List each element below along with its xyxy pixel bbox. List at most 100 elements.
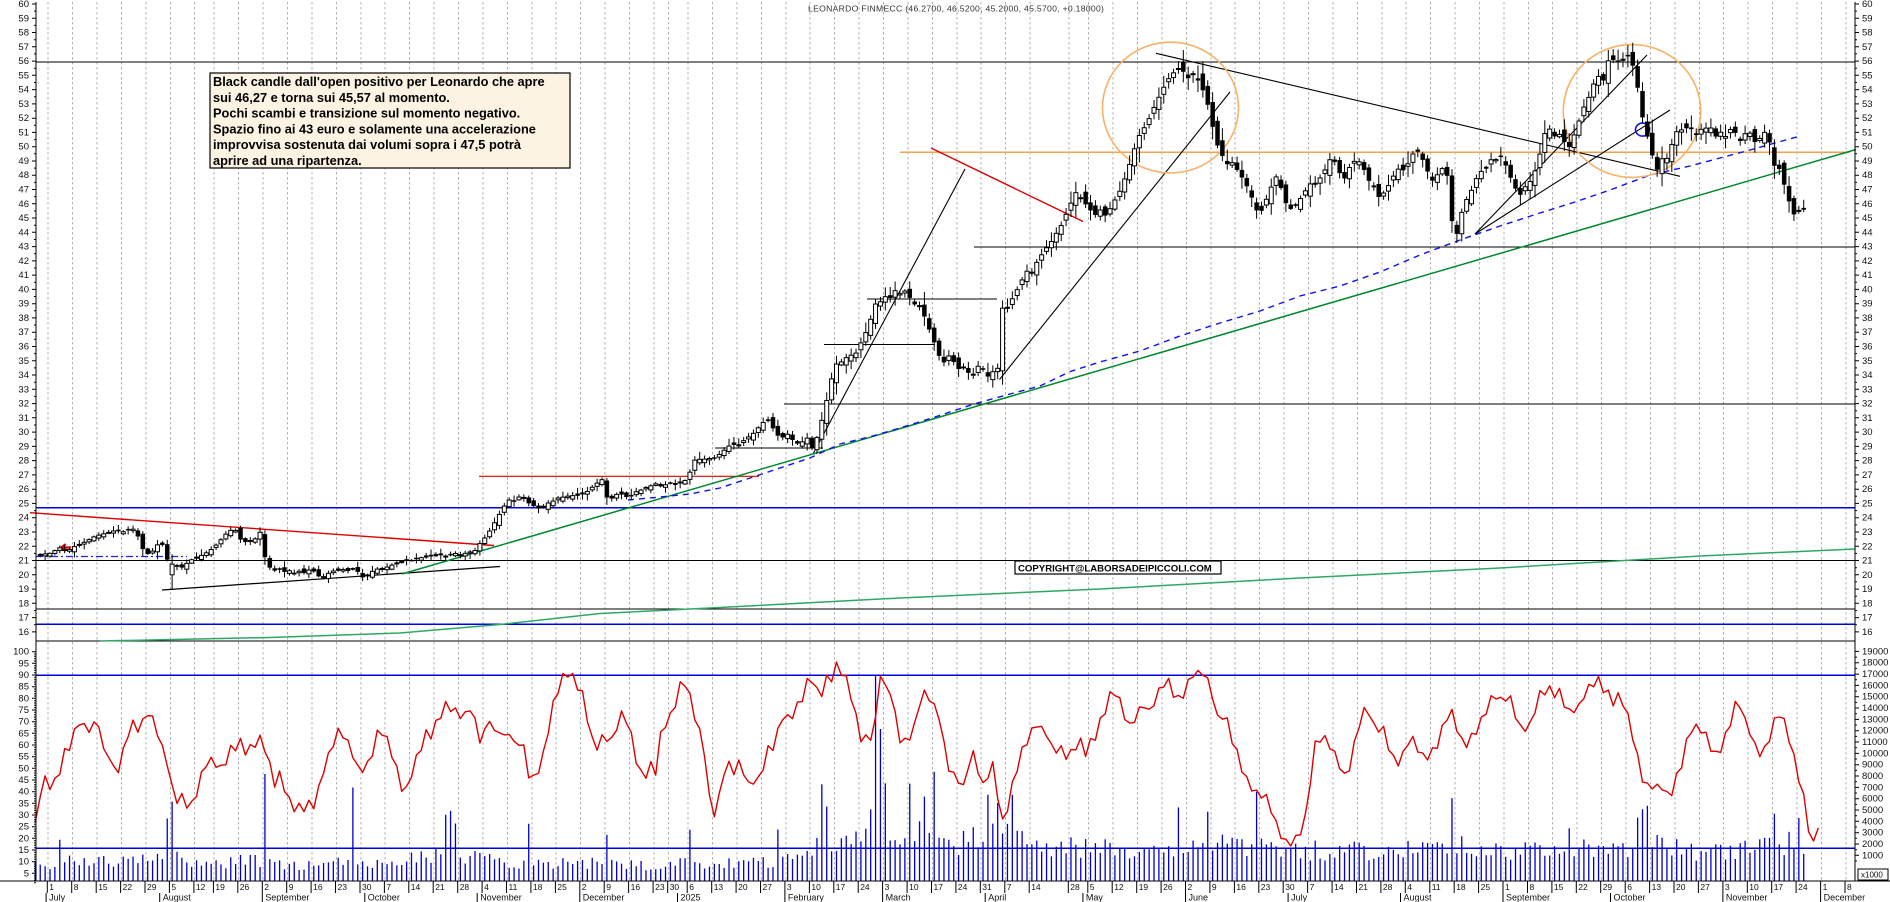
svg-text:47: 47 — [18, 185, 29, 196]
svg-text:85: 85 — [18, 682, 29, 693]
svg-text:8: 8 — [1847, 882, 1852, 892]
svg-text:2: 2 — [1188, 882, 1193, 892]
svg-text:2: 2 — [582, 882, 587, 892]
svg-text:90: 90 — [18, 670, 29, 681]
svg-text:11000: 11000 — [1862, 737, 1888, 748]
svg-text:37: 37 — [18, 327, 29, 338]
svg-text:15: 15 — [98, 882, 108, 892]
svg-text:55: 55 — [18, 70, 29, 81]
svg-text:19: 19 — [215, 882, 225, 892]
svg-text:19000: 19000 — [1862, 646, 1888, 657]
svg-text:19: 19 — [1139, 882, 1149, 892]
svg-text:31: 31 — [1862, 413, 1873, 424]
svg-text:26: 26 — [1862, 484, 1873, 495]
svg-text:November: November — [480, 893, 522, 902]
svg-text:8: 8 — [74, 882, 79, 892]
svg-text:July: July — [49, 893, 66, 902]
svg-text:45: 45 — [18, 213, 29, 224]
svg-text:22: 22 — [1862, 541, 1873, 552]
svg-text:15000: 15000 — [1862, 692, 1888, 703]
svg-text:8000: 8000 — [1862, 771, 1883, 782]
svg-text:46: 46 — [1862, 199, 1873, 210]
svg-text:34: 34 — [18, 370, 29, 381]
svg-text:23: 23 — [1261, 882, 1271, 892]
svg-text:sui 46,27 e torna sui 45,57 al: sui 46,27 e torna sui 45,57 al momento. — [213, 90, 450, 105]
svg-text:25: 25 — [557, 882, 567, 892]
svg-text:50: 50 — [1862, 142, 1873, 153]
svg-text:49: 49 — [1862, 156, 1873, 167]
svg-text:23: 23 — [18, 527, 29, 538]
svg-text:16000: 16000 — [1862, 680, 1888, 691]
svg-text:Spazio fino ai 43 euro e solam: Spazio fino ai 43 euro e solamente una a… — [213, 121, 536, 136]
svg-text:2000: 2000 — [1862, 839, 1883, 850]
svg-text:49: 49 — [18, 156, 29, 167]
svg-text:30: 30 — [18, 810, 29, 821]
svg-text:43: 43 — [18, 242, 29, 253]
svg-text:30: 30 — [18, 427, 29, 438]
svg-text:21: 21 — [1359, 882, 1369, 892]
svg-text:October: October — [1614, 893, 1646, 902]
svg-text:35: 35 — [18, 798, 29, 809]
svg-text:16: 16 — [313, 882, 323, 892]
svg-text:60: 60 — [18, 740, 29, 751]
svg-text:6: 6 — [689, 882, 694, 892]
svg-text:11: 11 — [509, 882, 518, 892]
svg-text:42: 42 — [1862, 256, 1873, 267]
svg-text:27: 27 — [18, 470, 29, 481]
svg-text:29: 29 — [1603, 882, 1613, 892]
svg-text:30: 30 — [1862, 427, 1873, 438]
svg-text:20: 20 — [1862, 570, 1873, 581]
svg-text:75: 75 — [18, 705, 29, 716]
svg-text:24: 24 — [18, 513, 29, 524]
svg-text:29: 29 — [1862, 441, 1873, 452]
svg-text:17: 17 — [1862, 613, 1873, 624]
svg-text:31: 31 — [982, 882, 992, 892]
svg-text:35: 35 — [1862, 356, 1873, 367]
svg-text:10: 10 — [909, 882, 919, 892]
svg-text:33: 33 — [18, 384, 29, 395]
svg-text:70: 70 — [18, 717, 29, 728]
svg-text:15: 15 — [18, 845, 29, 856]
svg-text:6: 6 — [1627, 882, 1632, 892]
svg-text:26: 26 — [240, 882, 250, 892]
svg-text:42: 42 — [18, 256, 29, 267]
svg-text:29: 29 — [18, 441, 29, 452]
svg-text:13000: 13000 — [1862, 714, 1888, 725]
svg-text:17: 17 — [18, 613, 29, 624]
svg-text:27: 27 — [1862, 470, 1873, 481]
svg-text:54: 54 — [18, 85, 29, 96]
svg-text:51: 51 — [18, 127, 29, 138]
svg-text:25: 25 — [18, 498, 29, 509]
svg-text:3000: 3000 — [1862, 828, 1883, 839]
svg-text:53: 53 — [18, 99, 29, 110]
svg-text:Pochi scambi e transizione sul: Pochi scambi e transizione sul momento n… — [213, 106, 520, 121]
svg-text:33: 33 — [1862, 384, 1873, 395]
svg-text:7: 7 — [386, 882, 391, 892]
svg-text:18: 18 — [533, 882, 543, 892]
svg-text:56: 56 — [1862, 56, 1873, 67]
svg-text:18: 18 — [1862, 598, 1873, 609]
svg-text:7: 7 — [1310, 882, 1315, 892]
svg-text:18: 18 — [18, 598, 29, 609]
svg-text:December: December — [1824, 893, 1866, 902]
svg-text:18000: 18000 — [1862, 658, 1888, 669]
svg-text:48: 48 — [1862, 170, 1873, 181]
svg-text:LEONARDO FINMECC (46.2700, 46.: LEONARDO FINMECC (46.2700, 46.5200, 45.2… — [808, 4, 1104, 14]
svg-text:14: 14 — [1334, 882, 1344, 892]
svg-text:23: 23 — [338, 882, 348, 892]
svg-text:51: 51 — [1862, 127, 1873, 138]
svg-text:31: 31 — [18, 413, 29, 424]
svg-text:7: 7 — [1007, 882, 1012, 892]
svg-text:38: 38 — [1862, 313, 1873, 324]
svg-text:5: 5 — [171, 882, 176, 892]
svg-text:45: 45 — [18, 775, 29, 786]
svg-text:12: 12 — [1114, 882, 1124, 892]
svg-text:April: April — [988, 893, 1006, 902]
svg-text:59: 59 — [1862, 13, 1873, 24]
svg-text:5000: 5000 — [1862, 805, 1883, 816]
svg-text:2025: 2025 — [681, 893, 701, 902]
svg-text:6000: 6000 — [1862, 794, 1883, 805]
svg-text:10: 10 — [811, 882, 821, 892]
svg-text:26: 26 — [18, 484, 29, 495]
svg-text:17: 17 — [1774, 882, 1784, 892]
